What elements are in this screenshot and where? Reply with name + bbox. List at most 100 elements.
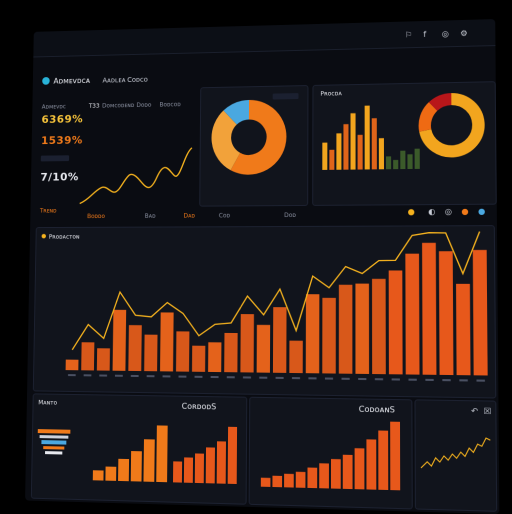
close-icon[interactable]: ☒ [483, 406, 492, 417]
main-x-tick [242, 376, 251, 379]
main-x-tick [194, 375, 203, 378]
main-bar [305, 294, 320, 374]
top-right-bar-chart [321, 105, 420, 170]
mid-toolbar-item-2[interactable]: Bᴀᴅ [144, 212, 156, 220]
bottom-center-title: CᴏᴅᴏᴀɴS [358, 404, 395, 415]
donut-legend-1 [272, 93, 299, 100]
main-bar [128, 325, 142, 372]
main-x-tick [259, 376, 268, 379]
main-x-tick [178, 376, 187, 379]
bottom-mid-bar [183, 457, 194, 483]
main-x-tick [99, 374, 108, 377]
bottom-center-bar [354, 448, 365, 490]
main-x-tick [162, 375, 171, 378]
bottom-left-bar [105, 466, 117, 481]
main-x-tick [341, 377, 350, 380]
flag-icon[interactable]: ⚐ [405, 30, 413, 40]
bottom-mid-bar [194, 453, 204, 484]
top-right-title: Pʀᴏᴄᴅᴀ [320, 90, 342, 98]
toolbar-dot-icon-3[interactable]: ◎ [444, 207, 453, 217]
funnel-icon [37, 429, 71, 455]
bottom-center-bar [366, 439, 377, 490]
top-right-bar [343, 124, 349, 170]
bottom-center-bar [319, 463, 329, 489]
main-bar [355, 283, 370, 374]
bottom-left-bar [118, 458, 130, 482]
mid-toolbar-item-3[interactable]: Dᴀᴅ [183, 212, 196, 220]
bottom-mid-bar [173, 461, 183, 483]
main-bar [472, 249, 488, 376]
top-right-bar [350, 113, 356, 170]
app-logo-icon [42, 77, 50, 85]
f-icon[interactable]: f [423, 29, 427, 39]
main-bar [422, 242, 437, 375]
top-right-bar [386, 156, 392, 170]
main-x-tick [425, 378, 434, 382]
bottom-center-bar [307, 467, 318, 489]
main-bar [372, 278, 386, 375]
main-x-tick [476, 379, 485, 382]
main-bar [438, 251, 454, 376]
mini-tab-3[interactable]: Dᴏᴅᴏ [136, 101, 152, 109]
mid-toolbar-item-4[interactable]: Cᴏᴅ [218, 212, 231, 220]
main-chart-dot-icon: ● [41, 232, 47, 240]
dashboard-screen: ⚐ f ◎ ⚙ Aᴅᴍᴇᴠᴅᴄᴀ Aᴀᴅʟᴇᴀ Cᴏᴅᴄᴏ Aᴅᴍᴇᴠᴅᴄ 63… [25, 19, 500, 514]
nav-item-2[interactable]: Cᴏᴅᴄᴏ [127, 75, 148, 84]
undo-icon[interactable]: ↶ [471, 406, 479, 416]
stats-subtitle: Tʀᴇɴᴅ [39, 207, 57, 215]
bottom-right-line-chart [421, 430, 491, 484]
toolbar-dot-icon-1[interactable]: ● [407, 207, 415, 217]
stat-value-3: 7/10% [40, 170, 79, 184]
main-bar [144, 334, 158, 372]
main-bar [112, 309, 127, 371]
mini-tab-4[interactable]: Bᴏᴅᴄᴏᴅ [159, 101, 181, 109]
bottom-center-bar-chart [260, 421, 401, 491]
main-x-tick [275, 376, 284, 379]
bottom-left-bar-chart [92, 426, 168, 482]
bottom-center-bar [390, 421, 401, 491]
bottom-center-bar [378, 430, 389, 491]
mini-tab-1[interactable]: T33 [88, 102, 100, 110]
main-bar [160, 312, 174, 372]
donut-1-slice [230, 110, 249, 118]
globe-icon[interactable]: ◎ [441, 29, 449, 39]
mini-tab-2[interactable]: Dᴏᴍᴄᴏᴅᴇɴᴅ [102, 102, 135, 110]
toolbar-dot-icon-4[interactable]: ● [461, 206, 469, 217]
donut-2-slice [425, 106, 434, 130]
main-x-tick [68, 374, 76, 377]
top-right-bar [378, 138, 384, 170]
main-bar [272, 307, 287, 373]
bottom-mid-bar [205, 447, 215, 484]
trend-line-chart [80, 134, 196, 213]
bottom-right-line [421, 437, 491, 470]
bottom-center-bar [284, 473, 294, 488]
bottom-left-bar [156, 426, 168, 482]
top-right-bar [364, 105, 370, 170]
stats-heading: Aᴅᴍᴇᴠᴅᴄ [41, 103, 66, 111]
main-bar [256, 324, 271, 373]
main-bar-chart [65, 241, 488, 382]
top-right-bar [328, 149, 334, 170]
toolbar-dot-icon-5[interactable]: ● [477, 206, 486, 217]
gear-icon[interactable]: ⚙ [460, 28, 468, 38]
main-bar [405, 253, 420, 375]
main-bar [207, 342, 222, 372]
bottom-center-bar [260, 477, 271, 487]
main-x-tick [408, 378, 417, 381]
mid-toolbar-item-1[interactable]: Bᴏᴅᴅᴏ [87, 213, 106, 221]
bottom-center-bar [330, 459, 341, 489]
main-x-tick [226, 376, 235, 379]
stat-value-1: 6369% [41, 112, 84, 126]
nav-item-1[interactable]: Aᴀᴅʟᴇᴀ [102, 76, 126, 85]
main-bar [224, 332, 238, 373]
donut-2-slice [433, 99, 451, 106]
toolbar-dot-icon-2[interactable]: ◐ [428, 207, 436, 217]
main-bar [456, 283, 471, 376]
top-bar: ⚐ f ◎ ⚙ [33, 19, 496, 58]
main-x-tick [291, 377, 301, 380]
main-x-tick [442, 379, 451, 382]
bottom-center-bar [295, 471, 306, 488]
bottom-left-bar [130, 451, 142, 482]
mid-toolbar-item-5[interactable]: Dᴏᴅ [284, 211, 297, 220]
main-x-tick [115, 374, 123, 377]
